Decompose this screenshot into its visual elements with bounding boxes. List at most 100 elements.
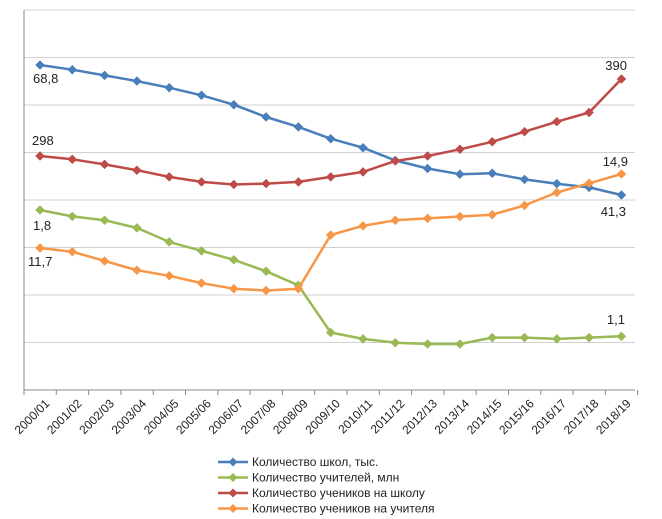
data-point bbox=[519, 332, 530, 343]
data-point bbox=[487, 209, 498, 220]
data-point bbox=[228, 283, 239, 294]
data-point bbox=[422, 163, 433, 174]
data-point bbox=[67, 246, 78, 257]
legend-item: Количество учеников на школу bbox=[218, 486, 425, 500]
data-point bbox=[487, 136, 498, 147]
data-point bbox=[616, 331, 627, 342]
data-point bbox=[228, 179, 239, 190]
legend-label: Количество учителей, млн bbox=[252, 471, 399, 485]
data-point bbox=[132, 265, 142, 276]
data-point bbox=[390, 215, 401, 226]
data-label: 68,8 bbox=[33, 71, 58, 86]
data-point bbox=[390, 337, 401, 348]
data-point bbox=[358, 167, 368, 177]
data-label: 298 bbox=[32, 133, 54, 148]
data-point bbox=[261, 285, 271, 296]
legend-item: Количество школ, тыс. bbox=[218, 455, 378, 469]
data-label: 11,7 bbox=[28, 254, 52, 269]
data-point bbox=[196, 245, 207, 256]
data-point bbox=[196, 90, 207, 101]
data-point bbox=[293, 122, 304, 132]
data-point bbox=[99, 256, 110, 266]
data-point bbox=[196, 278, 207, 289]
data-label: 390 bbox=[605, 58, 627, 73]
data-point bbox=[35, 205, 45, 215]
data-point bbox=[67, 154, 78, 165]
data-point bbox=[422, 151, 433, 161]
data-point bbox=[325, 133, 336, 144]
data-point bbox=[293, 283, 304, 294]
legend-label: Количество учеников на школу bbox=[252, 486, 425, 500]
x-tick-label: 2009/10 bbox=[302, 396, 343, 437]
data-point bbox=[551, 187, 562, 198]
legend-marker bbox=[228, 504, 238, 513]
data-point bbox=[261, 266, 271, 277]
data-point bbox=[616, 190, 627, 200]
data-point bbox=[325, 327, 336, 338]
data-point bbox=[228, 99, 239, 110]
data-point bbox=[35, 243, 45, 253]
x-tick-label: 2000/01 bbox=[12, 396, 53, 437]
data-point bbox=[67, 211, 78, 222]
legend-marker bbox=[228, 457, 238, 467]
data-point bbox=[455, 144, 465, 155]
data-point bbox=[261, 112, 271, 122]
data-point bbox=[616, 169, 627, 179]
data-point bbox=[132, 223, 142, 233]
data-point bbox=[584, 332, 594, 343]
legend-marker bbox=[228, 473, 238, 482]
x-tick-label: 2015/16 bbox=[496, 396, 537, 437]
data-point bbox=[455, 339, 465, 349]
data-point bbox=[455, 211, 465, 222]
data-point bbox=[228, 254, 239, 265]
data-point bbox=[519, 126, 530, 137]
legend-item: Количество учителей, млн bbox=[218, 471, 399, 485]
data-point bbox=[487, 168, 498, 179]
data-label: 14,9 bbox=[603, 154, 628, 169]
data-point bbox=[422, 213, 433, 224]
data-point bbox=[487, 332, 498, 343]
data-point bbox=[519, 174, 530, 185]
x-tick-label: 2004/05 bbox=[141, 396, 182, 437]
data-point bbox=[132, 165, 142, 176]
data-point bbox=[551, 116, 562, 127]
data-point bbox=[67, 64, 78, 75]
data-point bbox=[35, 151, 45, 161]
data-point bbox=[99, 215, 110, 226]
data-point bbox=[422, 339, 433, 349]
data-point bbox=[99, 159, 110, 170]
data-point bbox=[164, 237, 175, 247]
data-point bbox=[132, 76, 142, 86]
data-point bbox=[358, 334, 368, 344]
data-point bbox=[551, 334, 562, 344]
data-point bbox=[196, 177, 207, 187]
data-point bbox=[519, 200, 530, 211]
legend: Количество школ, тыс. Количество учителей… bbox=[218, 455, 435, 516]
data-point bbox=[164, 270, 175, 281]
data-point bbox=[616, 74, 627, 84]
data-point bbox=[35, 60, 45, 70]
legend-label: Количество школ, тыс. bbox=[252, 455, 378, 469]
data-point bbox=[261, 178, 271, 189]
series-3 bbox=[35, 74, 627, 190]
x-tick-label: 2014/15 bbox=[464, 396, 505, 437]
data-point bbox=[390, 156, 401, 166]
data-point bbox=[358, 142, 368, 153]
data-point bbox=[551, 178, 562, 189]
data-labels: 68,8 41,3 1,8 1,1 298 390 11,7 14,9 bbox=[28, 58, 628, 327]
series-layer bbox=[35, 60, 627, 349]
data-label: 41,3 bbox=[601, 204, 626, 219]
legend-marker bbox=[228, 488, 238, 498]
data-point bbox=[325, 172, 336, 182]
data-point bbox=[99, 70, 110, 81]
legend-label: Количество учеников на учителя bbox=[252, 502, 435, 516]
data-label: 1,1 bbox=[607, 312, 625, 327]
series-line bbox=[39, 208, 622, 346]
data-point bbox=[164, 82, 175, 93]
x-tick-label: 2010/11 bbox=[335, 396, 375, 436]
data-point bbox=[325, 230, 336, 240]
series-line bbox=[39, 78, 623, 186]
x-tick-label: 2018/19 bbox=[593, 396, 634, 437]
data-point bbox=[293, 177, 304, 187]
